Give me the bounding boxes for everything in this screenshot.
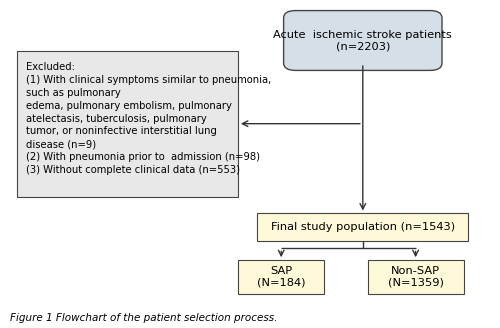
FancyBboxPatch shape	[238, 260, 324, 294]
FancyBboxPatch shape	[17, 51, 238, 197]
Text: Acute  ischemic stroke patients
(n=2203): Acute ischemic stroke patients (n=2203)	[274, 30, 452, 51]
FancyBboxPatch shape	[257, 214, 468, 241]
Text: Excluded:
(1) With clinical symptoms similar to pneumonia,
such as pulmonary
ede: Excluded: (1) With clinical symptoms sim…	[26, 62, 271, 175]
Text: Non-SAP
(N=1359): Non-SAP (N=1359)	[388, 266, 444, 288]
Text: SAP
(N=184): SAP (N=184)	[257, 266, 306, 288]
Text: Final study population (n=1543): Final study population (n=1543)	[270, 222, 455, 232]
FancyBboxPatch shape	[284, 10, 442, 71]
FancyBboxPatch shape	[368, 260, 464, 294]
Text: Figure 1 Flowchart of the patient selection process.: Figure 1 Flowchart of the patient select…	[10, 314, 278, 323]
